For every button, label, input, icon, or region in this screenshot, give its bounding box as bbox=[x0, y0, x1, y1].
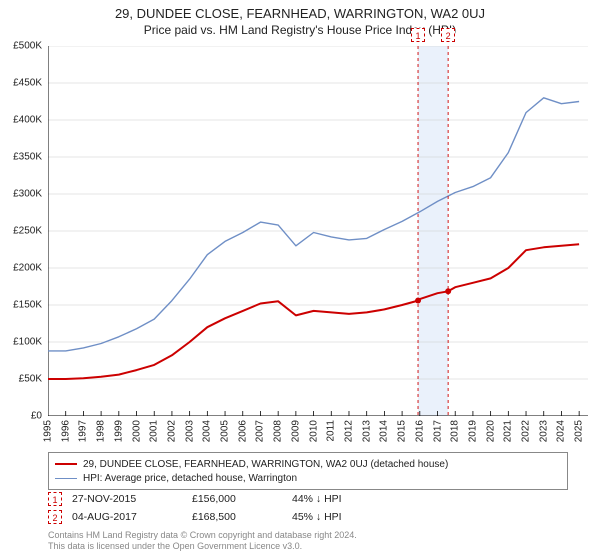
chart-svg bbox=[48, 46, 588, 416]
x-tick-label: 2007 bbox=[255, 420, 266, 442]
sales-date-2: 04-AUG-2017 bbox=[72, 511, 182, 523]
legend-swatch-property bbox=[55, 463, 77, 465]
chart-title: 29, DUNDEE CLOSE, FEARNHEAD, WARRINGTON,… bbox=[0, 0, 600, 21]
legend-row-property: 29, DUNDEE CLOSE, FEARNHEAD, WARRINGTON,… bbox=[55, 457, 561, 471]
x-tick-label: 2015 bbox=[397, 420, 408, 442]
sales-table: 1 27-NOV-2015 £156,000 44% ↓ HPI 2 04-AU… bbox=[48, 490, 568, 526]
sale-marker-box: 1 bbox=[411, 28, 425, 42]
x-tick-label: 2024 bbox=[556, 420, 567, 442]
sales-marker-1: 1 bbox=[48, 492, 62, 506]
footer: Contains HM Land Registry data © Crown c… bbox=[48, 530, 357, 553]
y-tick-label: £350K bbox=[0, 152, 42, 163]
x-tick-label: 2013 bbox=[361, 420, 372, 442]
sales-ratio-1: 44% ↓ HPI bbox=[292, 493, 412, 505]
x-tick-label: 2018 bbox=[450, 420, 461, 442]
x-tick-label: 2000 bbox=[131, 420, 142, 442]
legend-row-hpi: HPI: Average price, detached house, Warr… bbox=[55, 471, 561, 485]
x-tick-label: 2022 bbox=[521, 420, 532, 442]
x-tick-label: 1997 bbox=[78, 420, 89, 442]
chart-container: 29, DUNDEE CLOSE, FEARNHEAD, WARRINGTON,… bbox=[0, 0, 600, 560]
y-tick-label: £300K bbox=[0, 189, 42, 200]
y-tick-label: £150K bbox=[0, 300, 42, 311]
sales-row-1: 1 27-NOV-2015 £156,000 44% ↓ HPI bbox=[48, 490, 568, 508]
x-tick-label: 2001 bbox=[149, 420, 160, 442]
sales-marker-2: 2 bbox=[48, 510, 62, 524]
y-tick-label: £0 bbox=[0, 411, 42, 422]
x-tick-label: 2021 bbox=[503, 420, 514, 442]
x-tick-label: 2009 bbox=[290, 420, 301, 442]
x-tick-label: 1995 bbox=[43, 420, 54, 442]
y-tick-label: £450K bbox=[0, 78, 42, 89]
x-tick-label: 2025 bbox=[574, 420, 585, 442]
x-tick-label: 2019 bbox=[467, 420, 478, 442]
x-tick-label: 2010 bbox=[308, 420, 319, 442]
x-tick-label: 2011 bbox=[326, 420, 337, 442]
x-tick-label: 2006 bbox=[237, 420, 248, 442]
sales-row-2: 2 04-AUG-2017 £168,500 45% ↓ HPI bbox=[48, 508, 568, 526]
x-tick-label: 1998 bbox=[96, 420, 107, 442]
sales-price-1: £156,000 bbox=[192, 493, 282, 505]
y-tick-label: £200K bbox=[0, 263, 42, 274]
x-tick-label: 2014 bbox=[379, 420, 390, 442]
x-tick-label: 1996 bbox=[60, 420, 71, 442]
chart-subtitle: Price paid vs. HM Land Registry's House … bbox=[0, 21, 600, 41]
x-tick-label: 2012 bbox=[343, 420, 354, 442]
chart-area: £0£50K£100K£150K£200K£250K£300K£350K£400… bbox=[48, 46, 588, 416]
sales-date-1: 27-NOV-2015 bbox=[72, 493, 182, 505]
sales-ratio-2: 45% ↓ HPI bbox=[292, 511, 412, 523]
y-tick-label: £50K bbox=[0, 374, 42, 385]
x-tick-label: 2003 bbox=[184, 420, 195, 442]
sale-marker-box: 2 bbox=[441, 28, 455, 42]
x-tick-label: 2004 bbox=[202, 420, 213, 442]
sales-price-2: £168,500 bbox=[192, 511, 282, 523]
y-tick-label: £400K bbox=[0, 115, 42, 126]
legend: 29, DUNDEE CLOSE, FEARNHEAD, WARRINGTON,… bbox=[48, 452, 568, 490]
x-tick-label: 2020 bbox=[485, 420, 496, 442]
y-tick-label: £500K bbox=[0, 41, 42, 52]
x-tick-label: 2017 bbox=[432, 420, 443, 442]
x-tick-label: 2016 bbox=[414, 420, 425, 442]
footer-line-2: This data is licensed under the Open Gov… bbox=[48, 541, 357, 552]
y-tick-label: £100K bbox=[0, 337, 42, 348]
legend-swatch-hpi bbox=[55, 478, 77, 479]
legend-label-property: 29, DUNDEE CLOSE, FEARNHEAD, WARRINGTON,… bbox=[83, 459, 448, 470]
legend-label-hpi: HPI: Average price, detached house, Warr… bbox=[83, 473, 297, 484]
y-tick-label: £250K bbox=[0, 226, 42, 237]
x-tick-label: 1999 bbox=[113, 420, 124, 442]
x-tick-label: 2002 bbox=[166, 420, 177, 442]
x-tick-label: 2023 bbox=[538, 420, 549, 442]
footer-line-1: Contains HM Land Registry data © Crown c… bbox=[48, 530, 357, 541]
x-tick-label: 2008 bbox=[273, 420, 284, 442]
x-tick-label: 2005 bbox=[220, 420, 231, 442]
